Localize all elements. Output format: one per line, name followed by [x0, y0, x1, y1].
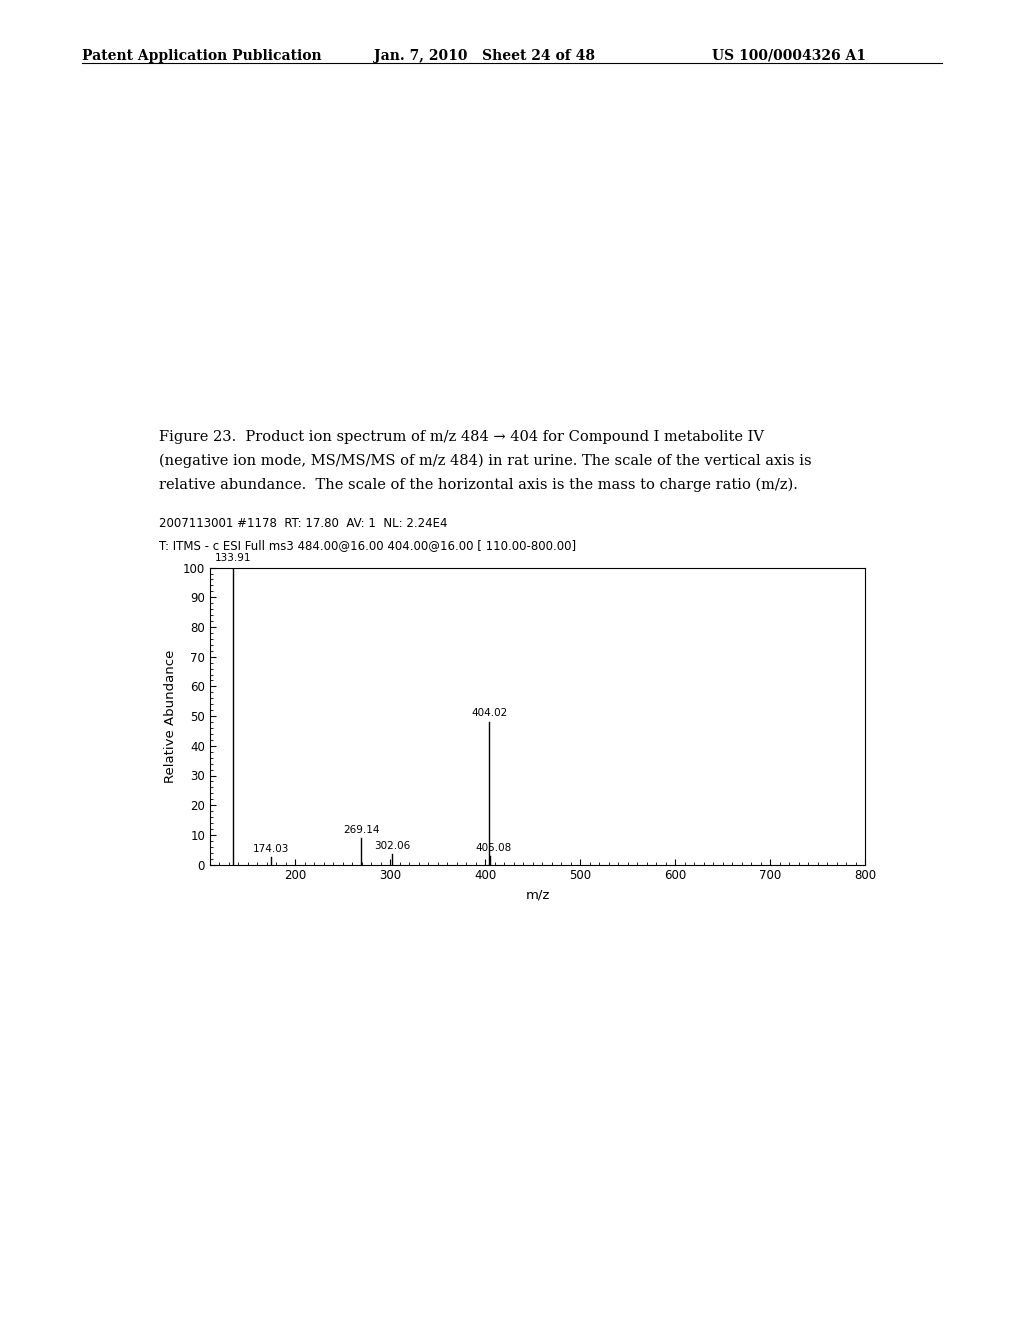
Text: 302.06: 302.06: [374, 841, 411, 851]
Text: Jan. 7, 2010   Sheet 24 of 48: Jan. 7, 2010 Sheet 24 of 48: [374, 49, 595, 63]
Text: US 100/0004326 A1: US 100/0004326 A1: [712, 49, 865, 63]
Text: 174.03: 174.03: [253, 845, 289, 854]
Text: 404.02: 404.02: [471, 708, 507, 718]
Text: Figure 23.  Product ion spectrum of m/z 484 → 404 for Compound I metabolite IV: Figure 23. Product ion spectrum of m/z 4…: [159, 430, 764, 445]
X-axis label: m/z: m/z: [525, 888, 550, 902]
Text: 2007113001 #1178  RT: 17.80  AV: 1  NL: 2.24E4: 2007113001 #1178 RT: 17.80 AV: 1 NL: 2.2…: [159, 517, 447, 531]
Text: 133.91: 133.91: [214, 553, 251, 564]
Text: 269.14: 269.14: [343, 825, 379, 836]
Text: (negative ion mode, MS/MS/MS of m/z 484) in rat urine. The scale of the vertical: (negative ion mode, MS/MS/MS of m/z 484)…: [159, 454, 811, 469]
Text: relative abundance.  The scale of the horizontal axis is the mass to charge rati: relative abundance. The scale of the hor…: [159, 478, 798, 492]
Text: Patent Application Publication: Patent Application Publication: [82, 49, 322, 63]
Text: 405.08: 405.08: [476, 842, 512, 853]
Y-axis label: Relative Abundance: Relative Abundance: [164, 649, 177, 783]
Text: T: ITMS - c ESI Full ms3 484.00@16.00 404.00@16.00 [ 110.00-800.00]: T: ITMS - c ESI Full ms3 484.00@16.00 40…: [159, 539, 575, 552]
